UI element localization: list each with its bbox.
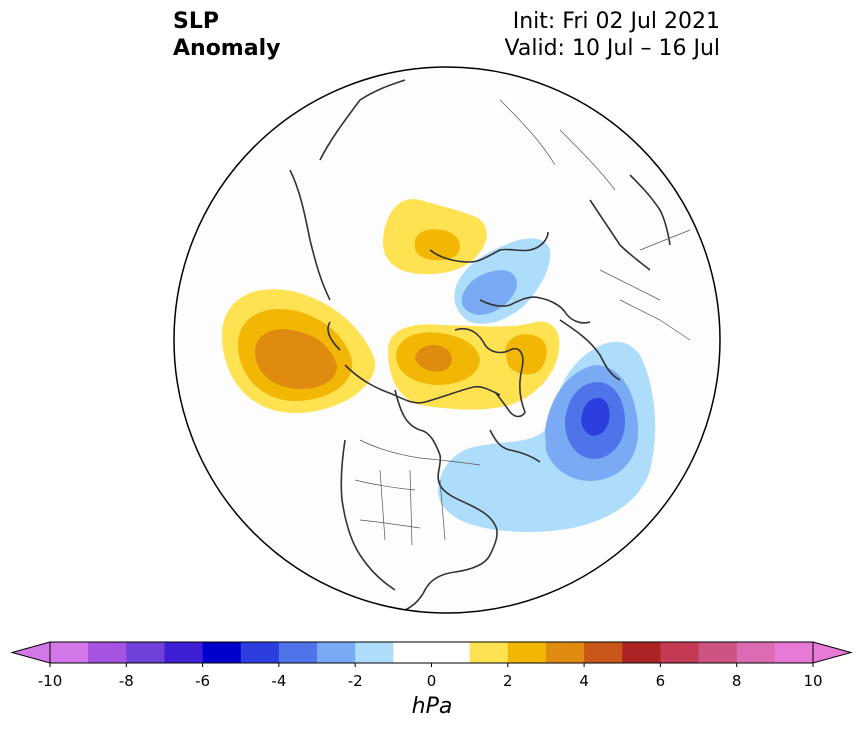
colorbar-bin [545, 642, 585, 663]
colorbar-tick-label: 4 [579, 672, 589, 690]
colorbar-tick-label: -10 [37, 672, 63, 690]
colorbar-tick-label: 8 [731, 672, 742, 690]
colorbar-bin [698, 642, 738, 663]
colorbar-bin [469, 642, 509, 663]
map-dates: Init: Fri 02 Jul 2021 Valid: 10 Jul – 16… [505, 8, 720, 62]
polar-map [173, 66, 721, 614]
colorbar-tick-label: 2 [503, 672, 513, 690]
colorbar-bin [774, 642, 814, 663]
colorbar-tick-label: -4 [271, 672, 287, 690]
colorbar-tick-label: -6 [195, 672, 211, 690]
map-title: SLP Anomaly [173, 8, 280, 62]
colorbar-unit: hPa [411, 694, 453, 719]
colorbar [10, 641, 853, 667]
anomaly-high-arctic [388, 321, 560, 410]
title-anomaly: Anomaly [173, 36, 281, 61]
init-date: Init: Fri 02 Jul 2021 [512, 9, 720, 34]
colorbar-bin [431, 642, 471, 663]
colorbar-bin [240, 642, 280, 663]
colorbar-bin [126, 642, 165, 663]
valid-range: Valid: 10 Jul – 16 Jul [504, 36, 720, 61]
colorbar-bin [202, 642, 242, 663]
anomaly-high-siberia [382, 199, 487, 275]
colorbar-extend-min [10, 641, 51, 664]
colorbar-bin [584, 642, 623, 663]
colorbar-bin [355, 642, 394, 663]
colorbar-bin [164, 642, 204, 663]
colorbar-bin [660, 642, 700, 663]
map-boundary [173, 66, 721, 614]
colorbar-bin [88, 642, 127, 663]
colorbar-tick-label: -8 [118, 672, 134, 690]
title-variable: SLP [173, 9, 219, 34]
colorbar-bin [50, 642, 89, 663]
colorbar-bin [393, 642, 432, 663]
colorbar-bin [622, 642, 661, 663]
colorbar-bin [507, 642, 547, 663]
colorbar-bin [278, 642, 318, 663]
anomaly-low-atlantic [438, 341, 656, 532]
anomaly-high-pacific [221, 289, 376, 414]
colorbar-extend-max [812, 641, 853, 664]
colorbar-tick-label: -2 [347, 672, 363, 690]
coastlines [289, 79, 671, 613]
political-borders [354, 99, 691, 546]
colorbar-tick-label: 6 [655, 672, 666, 690]
colorbar-bin [736, 642, 776, 663]
colorbar-bin [317, 642, 356, 663]
colorbar-tick-label: 10 [803, 672, 823, 690]
colorbar-tick-label: 0 [426, 672, 437, 690]
